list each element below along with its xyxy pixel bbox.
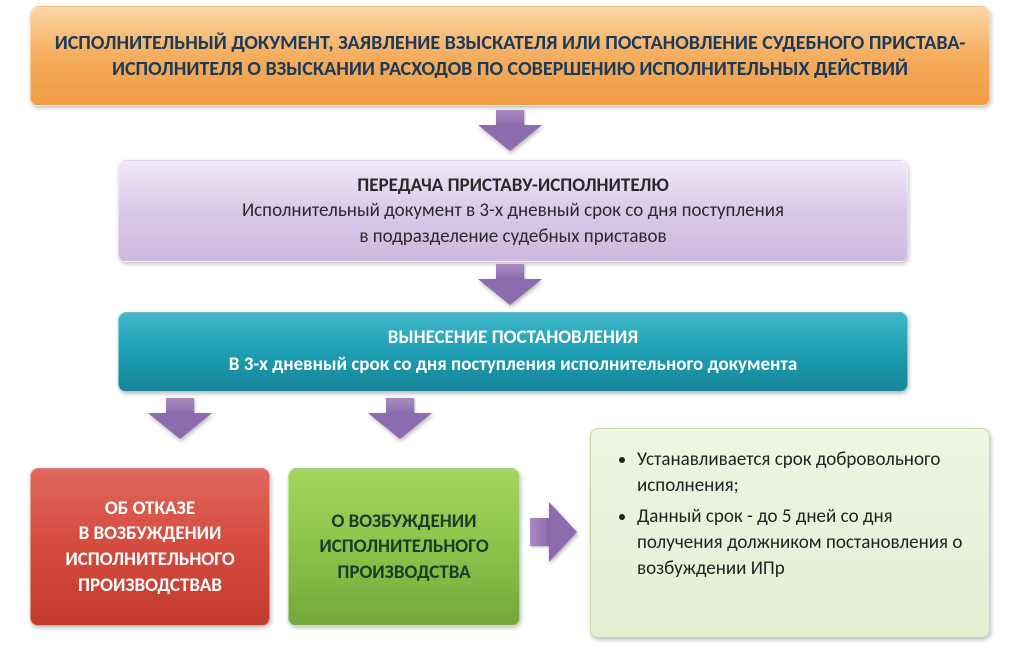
- box-initiate: О ВОЗБУЖДЕНИИ ИСПОЛНИТЕЛЬНОГО ПРОИЗВОДСТ…: [288, 468, 520, 626]
- box-source-document: ИСПОЛНИТЕЛЬНЫЙ ДОКУМЕНТ, ЗАЯВЛЕНИЕ ВЗЫСК…: [30, 6, 990, 106]
- box-refuse-line3: ИСПОЛНИТЕЛЬНОГО: [65, 547, 234, 573]
- details-item-2: Данный срок - до 5 дней со дня получения…: [637, 504, 969, 581]
- box-refuse-line4: ПРОИЗВОДСТВАВ: [78, 573, 222, 599]
- box-source-text: ИСПОЛНИТЕЛЬНЫЙ ДОКУМЕНТ, ЗАЯВЛЕНИЕ ВЗЫСК…: [51, 30, 969, 82]
- box-transfer-line3: в подразделение судебных приставов: [359, 224, 666, 250]
- box-transfer-line2: Исполнительный документ в 3-х дневный ср…: [242, 198, 784, 224]
- box-transfer-title: ПЕРЕДАЧА ПРИСТАВУ-ИСПОЛНИТЕЛЮ: [357, 173, 668, 199]
- box-initiate-line3: ПРОИЗВОДСТВА: [337, 560, 470, 586]
- box-refuse-line2: В ВОЗБУЖДЕНИИ: [79, 521, 222, 547]
- box-decision-line2: В 3-х дневный срок со дня поступления ис…: [229, 352, 797, 379]
- details-item-1: Устанавливается срок добровольного испол…: [637, 447, 969, 498]
- box-initiate-line2: ИСПОЛНИТЕЛЬНОГО: [319, 534, 488, 560]
- box-transfer: ПЕРЕДАЧА ПРИСТАВУ-ИСПОЛНИТЕЛЮ Исполнител…: [118, 160, 908, 262]
- box-initiate-line1: О ВОЗБУЖДЕНИИ: [331, 509, 476, 535]
- box-refuse-line1: ОБ ОТКАЗЕ: [105, 496, 195, 522]
- details-list: Устанавливается срок добровольного испол…: [615, 447, 969, 587]
- box-decision: ВЫНЕСЕНИЕ ПОСТАНОВЛЕНИЯ В 3-х дневный ср…: [118, 312, 908, 392]
- box-refuse: ОБ ОТКАЗЕ В ВОЗБУЖДЕНИИ ИСПОЛНИТЕЛЬНОГО …: [30, 468, 270, 626]
- box-details: Устанавливается срок добровольного испол…: [590, 428, 990, 638]
- box-decision-title: ВЫНЕСЕНИЕ ПОСТАНОВЛЕНИЯ: [388, 325, 638, 352]
